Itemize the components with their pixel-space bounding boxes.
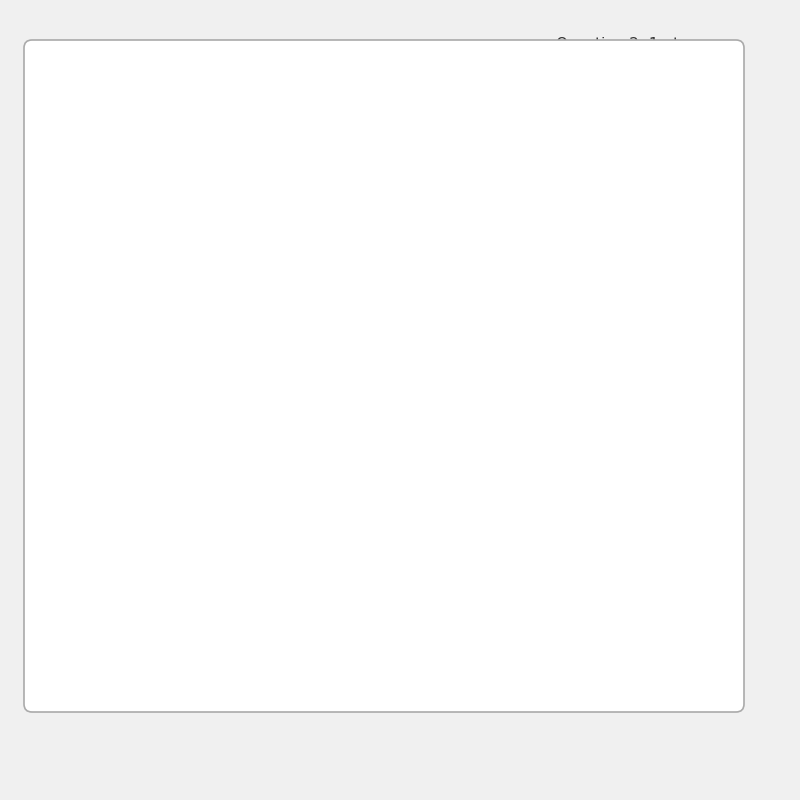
Text: JK ≈ 9.15; WK ≈ 3.51; m∠J = 69°: JK ≈ 9.15; WK ≈ 3.51; m∠J = 69° [121,629,389,643]
Text: W: W [112,364,130,382]
Text: Question 2: 1 pts: Question 2: 1 pts [556,37,686,52]
Text: JK ≈ 9.62; WK ≈ 3.52; m∠J = 79°: JK ≈ 9.62; WK ≈ 3.52; m∠J = 79° [121,469,388,483]
Text: J: J [468,118,474,136]
Text: JK ≈ 3.52; WK ≈ 9.62; m∠J = 79°: JK ≈ 3.52; WK ≈ 9.62; m∠J = 79° [121,389,388,403]
Text: 21°: 21° [191,322,218,337]
Text: and angle measures to the nearest degree.: and angle measures to the nearest degree… [78,110,438,128]
Text: 9.8: 9.8 [241,227,266,245]
Text: JK ≈ 3.51; WK ≈ 9.15; m∠J = 69°: JK ≈ 3.51; WK ≈ 9.15; m∠J = 69° [121,549,389,563]
Text: K: K [464,364,476,382]
Text: Find the unknown measures. Round lengths to the nearest hundredth: Find the unknown measures. Round lengths… [78,84,656,102]
